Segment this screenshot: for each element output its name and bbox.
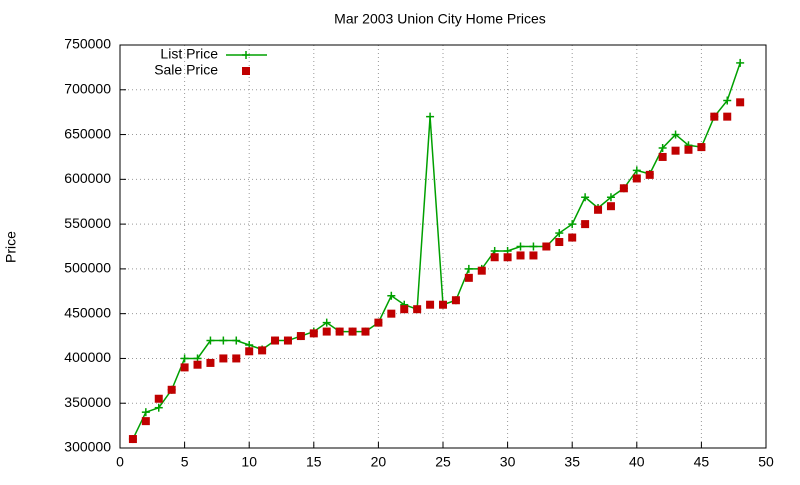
data-point	[348, 327, 357, 336]
data-point	[555, 229, 564, 238]
x-tick-label: 45	[694, 454, 710, 470]
data-point	[568, 220, 577, 229]
data-point	[271, 336, 280, 345]
data-point	[219, 354, 228, 363]
data-point	[180, 354, 189, 363]
data-point	[619, 184, 628, 193]
data-point	[296, 332, 305, 341]
data-point	[128, 435, 137, 444]
y-tick-label: 650000	[64, 125, 111, 141]
data-point	[413, 305, 422, 314]
data-point	[529, 242, 538, 251]
x-tick-label: 15	[306, 454, 322, 470]
data-point	[581, 220, 590, 229]
data-point	[219, 336, 228, 345]
data-point	[658, 152, 667, 161]
data-point	[632, 166, 641, 175]
data-point	[167, 385, 176, 394]
data-point	[245, 347, 254, 356]
data-point	[723, 112, 732, 121]
x-tick-label: 5	[181, 454, 189, 470]
data-point	[723, 96, 732, 105]
chart-title: Mar 2003 Union City Home Prices	[334, 11, 546, 27]
data-point	[154, 394, 163, 403]
y-tick-label: 450000	[64, 304, 111, 320]
series-line	[132, 62, 741, 440]
data-point	[658, 143, 667, 152]
x-tick-label: 50	[758, 454, 774, 470]
data-point	[141, 417, 150, 426]
data-point	[684, 145, 693, 154]
data-point	[206, 358, 215, 367]
data-point	[283, 336, 292, 345]
plot-frame	[119, 44, 767, 449]
x-tick-label: 10	[241, 454, 257, 470]
data-point	[232, 354, 241, 363]
y-tick-label: 400000	[64, 349, 111, 365]
data-point	[322, 327, 331, 336]
data-point	[180, 363, 189, 372]
y-tick-label: 500000	[64, 260, 111, 276]
data-point	[671, 146, 680, 155]
data-point	[322, 318, 331, 327]
data-point	[606, 202, 615, 211]
data-point	[542, 242, 551, 251]
data-point	[309, 329, 318, 338]
legend-label: Sale Price	[154, 62, 218, 78]
data-point	[335, 327, 344, 336]
data-point	[193, 360, 202, 369]
y-axis-label: Price	[3, 231, 19, 263]
data-point	[400, 305, 409, 314]
data-point	[490, 253, 499, 262]
legend-marker	[242, 51, 250, 59]
data-point	[464, 273, 473, 282]
data-point	[516, 242, 525, 251]
data-point	[206, 336, 215, 345]
data-point	[426, 112, 435, 121]
data-point	[671, 130, 680, 139]
data-point	[606, 193, 615, 202]
data-point	[141, 408, 150, 417]
x-tick-label: 25	[435, 454, 451, 470]
data-point	[594, 205, 603, 214]
data-point	[154, 403, 163, 412]
data-point	[361, 327, 370, 336]
legend-label: List Price	[160, 46, 218, 62]
data-point	[464, 264, 473, 273]
data-point	[477, 266, 486, 275]
y-tick-label: 550000	[64, 215, 111, 231]
x-tick-label: 35	[564, 454, 580, 470]
data-point	[503, 253, 512, 262]
data-point	[529, 251, 538, 260]
data-point	[451, 296, 460, 305]
legend-marker	[242, 67, 250, 75]
x-tick-label: 30	[500, 454, 516, 470]
data-point	[387, 309, 396, 318]
data-point	[387, 291, 396, 300]
data-point	[736, 58, 745, 67]
y-tick-label: 700000	[64, 80, 111, 96]
y-tick-label: 350000	[64, 394, 111, 410]
data-point	[439, 300, 447, 309]
data-point	[232, 336, 241, 345]
data-point	[645, 170, 654, 179]
data-point	[374, 318, 383, 327]
data-point	[581, 193, 590, 202]
x-tick-label: 20	[371, 454, 387, 470]
y-tick-label: 300000	[64, 439, 111, 455]
data-point	[568, 233, 577, 242]
data-point	[632, 174, 641, 183]
data-point	[516, 251, 525, 260]
data-point	[736, 98, 745, 107]
data-point	[426, 300, 435, 309]
data-point	[555, 238, 564, 247]
x-tick-label: 40	[629, 454, 645, 470]
data-point	[258, 346, 267, 355]
x-tick-label: 0	[116, 454, 124, 470]
y-tick-label: 600000	[64, 170, 111, 186]
y-tick-label: 750000	[64, 36, 111, 52]
data-point	[710, 112, 719, 121]
data-point	[697, 143, 706, 152]
